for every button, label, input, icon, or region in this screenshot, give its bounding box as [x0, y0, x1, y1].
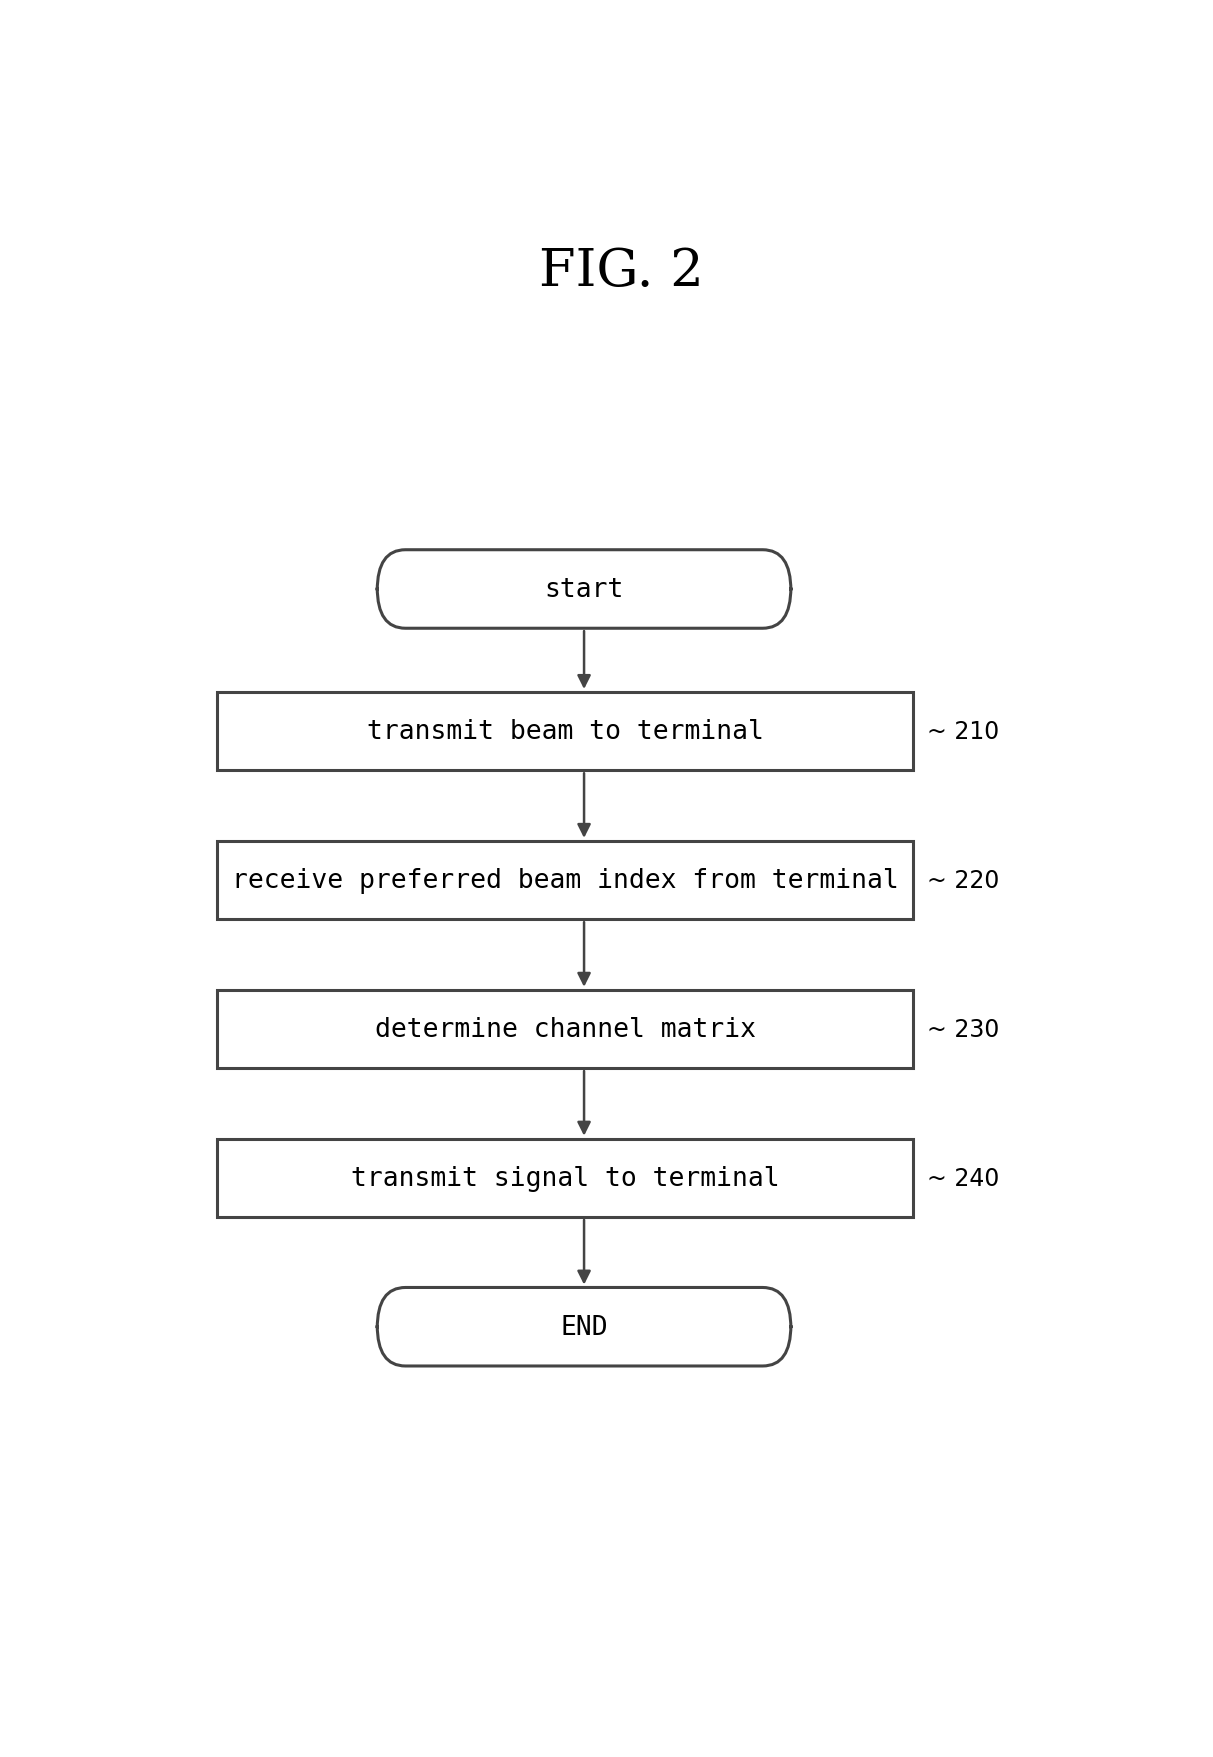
Text: ~ 220: ~ 220 — [927, 868, 1000, 893]
FancyBboxPatch shape — [217, 842, 913, 919]
Text: transmit beam to terminal: transmit beam to terminal — [366, 719, 764, 745]
FancyBboxPatch shape — [217, 1139, 913, 1218]
Text: determine channel matrix: determine channel matrix — [375, 1016, 756, 1042]
Text: ~ 210: ~ 210 — [927, 720, 1000, 743]
Text: END: END — [560, 1314, 608, 1341]
Text: ~ 230: ~ 230 — [927, 1017, 1000, 1042]
FancyBboxPatch shape — [217, 991, 913, 1068]
Text: transmit signal to terminal: transmit signal to terminal — [351, 1165, 780, 1191]
FancyBboxPatch shape — [377, 550, 791, 629]
FancyBboxPatch shape — [377, 1288, 791, 1367]
Text: receive preferred beam index from terminal: receive preferred beam index from termin… — [232, 868, 899, 894]
Text: FIG. 2: FIG. 2 — [540, 246, 704, 297]
Text: ~ 240: ~ 240 — [927, 1167, 1000, 1189]
FancyBboxPatch shape — [217, 692, 913, 771]
Text: start: start — [545, 576, 623, 603]
